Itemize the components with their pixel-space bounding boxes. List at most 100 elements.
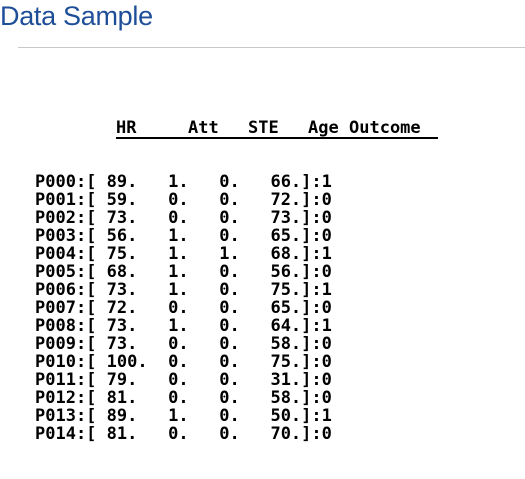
header-hr: HR bbox=[116, 118, 137, 138]
cell-hr: 73. bbox=[106, 316, 169, 336]
cell-age: 65. bbox=[270, 226, 302, 246]
cell-age: 56. bbox=[270, 262, 302, 282]
cell-outcome: 0 bbox=[321, 424, 332, 444]
table-row: P005:[ 68. 1. 0. 56.]:0 bbox=[35, 263, 332, 281]
row-id: P002:[ bbox=[35, 208, 107, 228]
header-age: Age bbox=[308, 118, 339, 138]
cell-att: 0. bbox=[168, 298, 220, 318]
cell-outcome: 0 bbox=[321, 334, 332, 354]
cell-age: 64. bbox=[270, 316, 302, 336]
title-divider bbox=[18, 47, 525, 48]
header-att: Att bbox=[188, 118, 219, 138]
row-bracket: ]: bbox=[301, 172, 322, 192]
row-bracket: ]: bbox=[301, 334, 322, 354]
cell-att: 0. bbox=[168, 388, 220, 408]
header-outcome: Outcome bbox=[349, 118, 421, 138]
page-title: Data Sample bbox=[0, 1, 153, 31]
cell-hr: 79. bbox=[106, 370, 169, 390]
cell-hr: 73. bbox=[106, 280, 169, 300]
row-id: P005:[ bbox=[35, 262, 107, 282]
cell-att: 1. bbox=[168, 172, 220, 192]
row-bracket: ]: bbox=[301, 388, 322, 408]
cell-age: 66. bbox=[270, 172, 302, 192]
cell-outcome: 0 bbox=[321, 262, 332, 282]
table-row: P008:[ 73. 1. 0. 64.]:1 bbox=[35, 317, 332, 335]
cell-age: 75. bbox=[270, 352, 302, 372]
cell-hr: 68. bbox=[106, 262, 169, 282]
cell-age: 73. bbox=[270, 208, 302, 228]
cell-ste: 0. bbox=[219, 352, 271, 372]
cell-att: 1. bbox=[168, 226, 220, 246]
table-row: P012:[ 81. 0. 0. 58.]:0 bbox=[35, 389, 332, 407]
cell-ste: 0. bbox=[219, 208, 271, 228]
cell-age: 72. bbox=[270, 190, 302, 210]
cell-hr: 72. bbox=[106, 298, 169, 318]
table-row: P000:[ 89. 1. 0. 66.]:1 bbox=[35, 173, 332, 191]
cell-outcome: 1 bbox=[321, 316, 332, 336]
row-id: P001:[ bbox=[35, 190, 107, 210]
cell-hr: 59. bbox=[106, 190, 169, 210]
cell-att: 1. bbox=[168, 280, 220, 300]
cell-age: 31. bbox=[270, 370, 302, 390]
row-bracket: ]: bbox=[301, 262, 322, 282]
row-id: P010:[ bbox=[35, 352, 107, 372]
header-underline bbox=[116, 137, 438, 139]
cell-ste: 0. bbox=[219, 406, 271, 426]
cell-outcome: 0 bbox=[321, 226, 332, 246]
cell-outcome: 0 bbox=[321, 352, 332, 372]
row-bracket: ]: bbox=[301, 370, 322, 390]
table-row: P014:[ 81. 0. 0. 70.]:0 bbox=[35, 425, 332, 443]
cell-ste: 0. bbox=[219, 424, 271, 444]
table-row: P013:[ 89. 1. 0. 50.]:1 bbox=[35, 407, 332, 425]
row-id: P009:[ bbox=[35, 334, 107, 354]
cell-hr: 73. bbox=[106, 334, 169, 354]
cell-att: 1. bbox=[168, 262, 220, 282]
cell-ste: 0. bbox=[219, 316, 271, 336]
cell-ste: 0. bbox=[219, 280, 271, 300]
cell-att: 0. bbox=[168, 208, 220, 228]
cell-age: 68. bbox=[270, 244, 302, 264]
cell-outcome: 1 bbox=[321, 244, 332, 264]
table-row: P006:[ 73. 1. 0. 75.]:1 bbox=[35, 281, 332, 299]
row-id: P000:[ bbox=[35, 172, 107, 192]
table-row: P011:[ 79. 0. 0. 31.]:0 bbox=[35, 371, 332, 389]
row-id: P004:[ bbox=[35, 244, 107, 264]
row-id: P003:[ bbox=[35, 226, 107, 246]
table-row: P001:[ 59. 0. 0. 72.]:0 bbox=[35, 191, 332, 209]
cell-outcome: 1 bbox=[321, 172, 332, 192]
cell-outcome: 1 bbox=[321, 280, 332, 300]
cell-att: 0. bbox=[168, 424, 220, 444]
cell-outcome: 0 bbox=[321, 208, 332, 228]
cell-hr: 73. bbox=[106, 208, 169, 228]
cell-hr: 56. bbox=[106, 226, 169, 246]
row-bracket: ]: bbox=[301, 280, 322, 300]
cell-outcome: 0 bbox=[321, 298, 332, 318]
table-row: P007:[ 72. 0. 0. 65.]:0 bbox=[35, 299, 332, 317]
cell-ste: 0. bbox=[219, 190, 271, 210]
cell-age: 58. bbox=[270, 334, 302, 354]
cell-att: 1. bbox=[168, 406, 220, 426]
row-bracket: ]: bbox=[301, 226, 322, 246]
cell-outcome: 0 bbox=[321, 190, 332, 210]
row-bracket: ]: bbox=[301, 244, 322, 264]
row-bracket: ]: bbox=[301, 352, 322, 372]
cell-hr: 75. bbox=[106, 244, 169, 264]
cell-hr: 89. bbox=[106, 172, 169, 192]
cell-ste: 0. bbox=[219, 334, 271, 354]
cell-ste: 0. bbox=[219, 388, 271, 408]
cell-outcome: 1 bbox=[321, 406, 332, 426]
cell-att: 0. bbox=[168, 352, 220, 372]
table-header: HR Att STE Age Outcome bbox=[35, 118, 438, 139]
row-id: P008:[ bbox=[35, 316, 107, 336]
cell-age: 75. bbox=[270, 280, 302, 300]
table-row: P009:[ 73. 0. 0. 58.]:0 bbox=[35, 335, 332, 353]
row-id: P011:[ bbox=[35, 370, 107, 390]
cell-hr: 100. bbox=[106, 352, 169, 372]
cell-ste: 0. bbox=[219, 298, 271, 318]
cell-age: 70. bbox=[270, 424, 302, 444]
cell-hr: 81. bbox=[106, 424, 169, 444]
cell-hr: 89. bbox=[106, 406, 169, 426]
cell-age: 65. bbox=[270, 298, 302, 318]
cell-ste: 1. bbox=[219, 244, 271, 264]
cell-ste: 0. bbox=[219, 262, 271, 282]
